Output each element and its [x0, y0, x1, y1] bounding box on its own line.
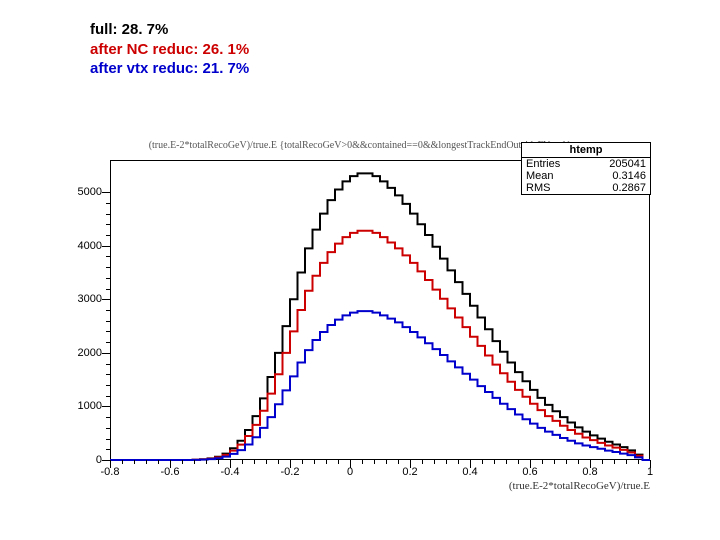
x-minor-tick [266, 460, 267, 464]
x-minor-tick [398, 460, 399, 464]
x-tick-label: -0.8 [101, 466, 120, 478]
y-tick-label: 3000 [78, 293, 102, 305]
y-tick-label: 0 [96, 454, 102, 466]
y-minor-tick [106, 396, 110, 397]
y-minor-tick [106, 214, 110, 215]
x-minor-tick [602, 460, 603, 464]
x-minor-tick [326, 460, 327, 464]
x-minor-tick [278, 460, 279, 464]
y-minor-tick [106, 203, 110, 204]
y-tick-label: 5000 [78, 186, 102, 198]
x-minor-tick [158, 460, 159, 464]
x-minor-tick [146, 460, 147, 464]
x-minor-tick [218, 460, 219, 464]
x-minor-tick [614, 460, 615, 464]
y-tick-label: 1000 [78, 400, 102, 412]
x-minor-tick [578, 460, 579, 464]
legend-full: full: 28. 7% [90, 20, 249, 40]
x-minor-tick [374, 460, 375, 464]
series-full [110, 173, 650, 460]
y-tick [102, 246, 110, 247]
x-minor-tick [506, 460, 507, 464]
stats-name: htemp [522, 143, 650, 158]
x-minor-tick [302, 460, 303, 464]
x-minor-tick [494, 460, 495, 464]
y-minor-tick [106, 224, 110, 225]
y-tick [102, 460, 110, 461]
legend-nc: after NC reduc: 26. 1% [90, 40, 249, 60]
x-minor-tick [386, 460, 387, 464]
x-minor-tick [254, 460, 255, 464]
y-minor-tick [106, 417, 110, 418]
legend-block: full: 28. 7% after NC reduc: 26. 1% afte… [90, 20, 249, 79]
y-minor-tick [106, 289, 110, 290]
y-tick [102, 406, 110, 407]
x-axis-title: (true.E-2*totalRecoGeV)/true.E [509, 480, 650, 492]
y-minor-tick [106, 428, 110, 429]
y-tick [102, 299, 110, 300]
y-minor-tick [106, 374, 110, 375]
y-minor-tick [106, 331, 110, 332]
x-minor-tick [518, 460, 519, 464]
x-tick-label: 1 [647, 466, 653, 478]
y-minor-tick [106, 364, 110, 365]
x-minor-tick [242, 460, 243, 464]
x-minor-tick [434, 460, 435, 464]
x-tick-label: -0.4 [221, 466, 240, 478]
x-minor-tick [554, 460, 555, 464]
x-minor-tick [122, 460, 123, 464]
y-minor-tick [106, 256, 110, 257]
y-minor-tick [106, 385, 110, 386]
x-minor-tick [446, 460, 447, 464]
y-minor-tick [106, 235, 110, 236]
x-minor-tick [422, 460, 423, 464]
x-minor-tick [338, 460, 339, 464]
x-minor-tick [182, 460, 183, 464]
x-tick-label: -0.2 [281, 466, 300, 478]
y-tick [102, 353, 110, 354]
x-minor-tick [566, 460, 567, 464]
y-tick-label: 4000 [78, 240, 102, 252]
x-minor-tick [638, 460, 639, 464]
y-tick [102, 192, 110, 193]
x-minor-tick [134, 460, 135, 464]
y-minor-tick [106, 449, 110, 450]
x-minor-tick [206, 460, 207, 464]
y-minor-tick [106, 310, 110, 311]
y-minor-tick [106, 439, 110, 440]
x-minor-tick [194, 460, 195, 464]
x-tick-label: 0.4 [462, 466, 477, 478]
x-tick-label: -0.6 [161, 466, 180, 478]
x-tick-label: 0.6 [522, 466, 537, 478]
histogram-svg [110, 160, 650, 460]
y-minor-tick [106, 342, 110, 343]
y-minor-tick [106, 321, 110, 322]
series-vtx [110, 311, 650, 460]
x-minor-tick [458, 460, 459, 464]
x-tick-label: 0 [347, 466, 353, 478]
x-minor-tick [314, 460, 315, 464]
plot-area: htemp Entries 205041 Mean 0.3146 RMS 0.2… [110, 160, 650, 460]
legend-vtx: after vtx reduc: 21. 7% [90, 59, 249, 79]
x-minor-tick [626, 460, 627, 464]
y-tick-label: 2000 [78, 347, 102, 359]
x-minor-tick [542, 460, 543, 464]
x-minor-tick [482, 460, 483, 464]
series-nc [110, 231, 650, 460]
y-minor-tick [106, 278, 110, 279]
x-minor-tick [362, 460, 363, 464]
x-tick-label: 0.2 [402, 466, 417, 478]
x-tick-label: 0.8 [582, 466, 597, 478]
y-minor-tick [106, 267, 110, 268]
